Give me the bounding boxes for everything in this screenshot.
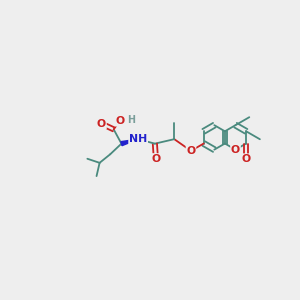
Text: NH: NH (129, 134, 147, 144)
Text: O: O (231, 145, 240, 154)
Text: O: O (186, 146, 196, 156)
Text: O: O (115, 116, 124, 126)
Text: O: O (151, 154, 160, 164)
Text: H: H (127, 115, 135, 125)
Text: O: O (97, 119, 106, 129)
Text: O: O (242, 154, 251, 164)
Polygon shape (121, 139, 138, 146)
